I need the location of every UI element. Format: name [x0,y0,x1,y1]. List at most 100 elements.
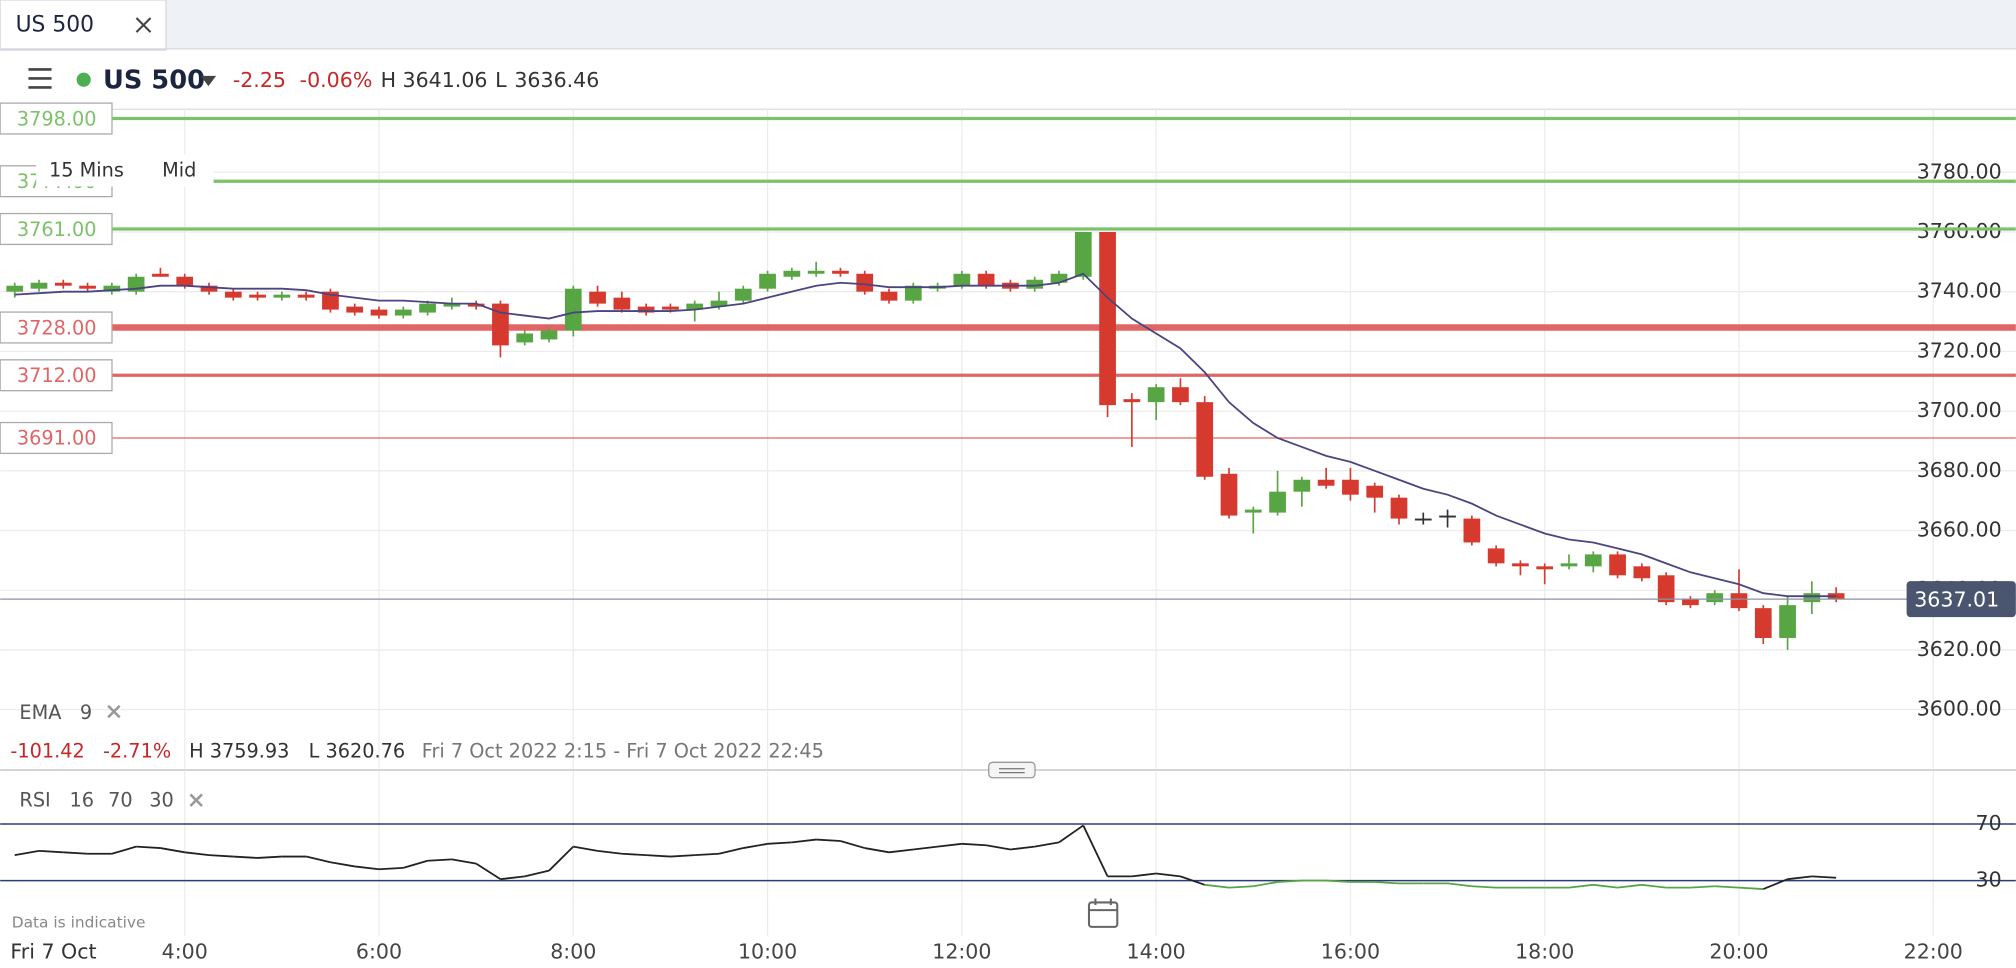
high-label: H [381,68,396,92]
rsi-segment [1156,872,1181,878]
rsi-segment [1277,879,1302,883]
ema-remove[interactable] [107,704,121,719]
rsi-segment [1447,882,1472,888]
rsi-segment [1811,875,1837,879]
y-tick-label: 3620.00 [1917,637,2002,661]
rsi-segment [985,844,1011,851]
candle-body [346,306,364,313]
rsi-segment [1082,825,1109,877]
candle-body [249,294,266,298]
candle-body [1657,575,1675,603]
candle-body [1366,485,1384,498]
y-tick-label: 3680.00 [1917,458,2002,482]
range-change: -101.42 [10,740,84,763]
interval[interactable]: 15 Mins [49,158,124,181]
tab[interactable] [0,0,167,51]
change: -2.25 [233,68,286,92]
candle-body [30,282,48,289]
low-value: 3636.46 [514,68,599,92]
x-tick-label: 14:00 [1127,940,1186,964]
rsi-segment [1762,878,1788,890]
candle-body [1463,518,1481,543]
rsi-segment [694,852,720,857]
candle-body [1026,279,1044,289]
rsi-segment [743,842,768,849]
candle-body [1099,231,1116,406]
last-price-label: 3637.01 [1914,587,1999,611]
plot: 4:00 6:00 8:00 10:00 12:00 14:00 16:00 18:00 20:… [0,102,2016,964]
menu-icon[interactable] [28,68,52,89]
rsi-segment [573,845,598,852]
y-tick-label: 3760.00 [1917,219,2002,243]
overlays: 15 Mins Mid EMA 9 -101.42 -2.71% H 3759.… [0,154,2016,964]
rsi-segment [1714,885,1740,889]
rsi-segment [305,855,331,864]
candle-body [832,270,849,274]
rsi-segment [864,847,890,854]
candle-body [662,306,679,310]
rsi-segment [330,861,355,868]
candle-body [1269,491,1286,513]
rsi-remove[interactable] [189,793,203,807]
rsi-segment [646,854,671,858]
candle-body [176,276,194,286]
candle-body [686,303,704,310]
candle-body [1050,273,1068,283]
candle-body [1147,387,1165,403]
rsi-segment [1253,881,1278,888]
rsi-upper: 70 [108,788,133,811]
range-low: L 3620.76 [309,740,406,763]
rsi-name: RSI [19,788,50,811]
candle-body [1779,605,1796,638]
rsi-segment [718,847,744,855]
rsi-segment [1738,886,1764,890]
candle-body [273,294,291,298]
high-value: 3641.06 [403,68,488,92]
symbol-dropdown[interactable] [200,75,217,87]
rsi-segment [14,850,40,857]
level-label-box [0,212,113,246]
rsi-segment [1690,885,1715,889]
rsi-segment [816,838,841,842]
candle-body [977,273,995,286]
rsi-lower: 30 [149,788,174,811]
tab-close[interactable] [135,17,152,33]
candle-body [1439,515,1456,518]
candle-body [224,291,242,298]
price-type[interactable]: Mid [162,158,196,181]
level-label: 3798.00 [17,107,97,130]
candle-body [6,285,24,292]
rsi-segment [597,849,622,855]
y-tick-label: 3740.00 [1917,279,2002,303]
candle-body [710,300,728,307]
candle-body [297,294,315,298]
tab-title: US 500 [16,13,94,38]
rsi-segment [1568,883,1594,889]
x-tick-label: 12:00 [932,940,991,964]
rsi-segment [208,854,234,858]
candle-body [1633,566,1651,579]
rsi-segment [548,846,574,872]
candle-body [540,330,558,340]
ema-period: 9 [80,701,92,724]
candle-body [492,303,509,346]
y-tick-label: 3660.00 [1917,518,2002,542]
rsi-segment [1131,872,1157,878]
symbol[interactable]: US 500 [103,65,205,95]
rsi-segment [840,840,865,849]
rsi-segment [937,842,962,848]
rsi-segment [233,855,258,859]
rsi-segment [500,875,525,881]
rsi-segment [1617,883,1642,889]
rsi-tick-label: 70 [1976,811,2002,835]
candle-body [1074,231,1092,277]
calendar-icon[interactable] [1087,898,1119,928]
candle-body [370,309,388,316]
candle-body [589,291,606,304]
candle-body [1196,402,1214,477]
panel-resize-handle[interactable] [988,761,1036,779]
candle-body [856,273,874,292]
y-tick-label: 3700.00 [1917,398,2002,422]
